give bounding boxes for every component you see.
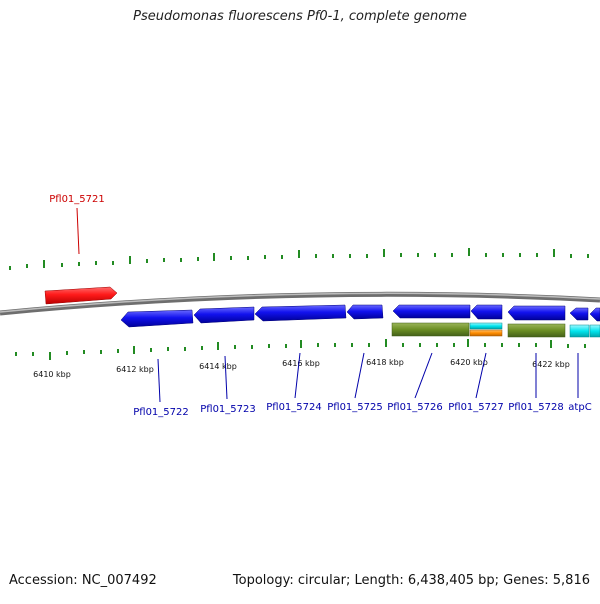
- gene-pfl01-5725[interactable]: [346, 304, 384, 320]
- genome-backbone: [0, 291, 600, 316]
- gene-label-pfl01-5723[interactable]: Pfl01_5723: [200, 404, 256, 415]
- gene-pfl01-5728[interactable]: [507, 305, 566, 321]
- label-leader-lines: [76, 207, 579, 403]
- feature-orange-5727[interactable]: [469, 329, 503, 337]
- map-title: Pseudomonas fluorescens Pf0-1, complete …: [133, 9, 467, 24]
- scale-label: 6418 kbp: [366, 358, 404, 367]
- gene-label-pfl01-5728[interactable]: Pfl01_5728: [508, 402, 564, 413]
- gene-label-pfl01-5725[interactable]: Pfl01_5725: [327, 402, 383, 413]
- gene-label-atpc[interactable]: atpC: [568, 402, 591, 413]
- scale-label: 6422 kbp: [532, 360, 570, 369]
- gene-pfl01-5721-forward[interactable]: [44, 286, 118, 305]
- feature-tracks: [391, 322, 600, 338]
- feature-olive-5726[interactable]: [391, 322, 470, 337]
- gene-label-pfl01-5726[interactable]: Pfl01_5726: [387, 402, 443, 413]
- scale-label: 6416 kbp: [282, 359, 320, 368]
- scale-label: 6412 kbp: [116, 365, 154, 374]
- gene-pfl01-5726[interactable]: [392, 304, 471, 319]
- feature-cyan-next[interactable]: [589, 324, 600, 338]
- scale-label: 6420 kbp: [450, 358, 488, 367]
- feature-olive-5728[interactable]: [507, 323, 566, 338]
- gene-label-pfl01-5721[interactable]: Pfl01_5721: [49, 194, 105, 205]
- scale-label: 6410 kbp: [33, 370, 71, 379]
- scale-label: 6414 kbp: [199, 362, 237, 371]
- gene-label-pfl01-5722[interactable]: Pfl01_5722: [133, 407, 189, 418]
- genome-info-label: Topology: circular; Length: 6,438,405 bp…: [232, 573, 590, 588]
- gene-pfl01-5724[interactable]: [254, 304, 347, 322]
- upper-ticks: [9, 248, 589, 270]
- scale-labels: 6410 kbp 6412 kbp 6414 kbp 6416 kbp 6418…: [33, 358, 570, 379]
- gene-atpc[interactable]: [569, 307, 589, 321]
- reverse-genes: [120, 304, 600, 328]
- accession-label: Accession: NC_007492: [9, 573, 157, 588]
- gene-pfl01-5723[interactable]: [193, 306, 255, 324]
- lower-ticks: [15, 339, 586, 360]
- gene-pfl01-5727[interactable]: [470, 304, 503, 320]
- bottom-gene-labels: Pfl01_5722 Pfl01_5723 Pfl01_5724 Pfl01_5…: [133, 402, 591, 418]
- genome-backbone-highlight: [0, 292, 600, 313]
- gene-label-pfl01-5724[interactable]: Pfl01_5724: [266, 402, 322, 413]
- gene-label-pfl01-5727[interactable]: Pfl01_5727: [448, 402, 504, 413]
- feature-cyan-5727[interactable]: [469, 322, 503, 330]
- gene-pfl01-5722[interactable]: [120, 309, 194, 328]
- feature-cyan-atpc[interactable]: [569, 324, 590, 338]
- gene-next[interactable]: [589, 307, 600, 322]
